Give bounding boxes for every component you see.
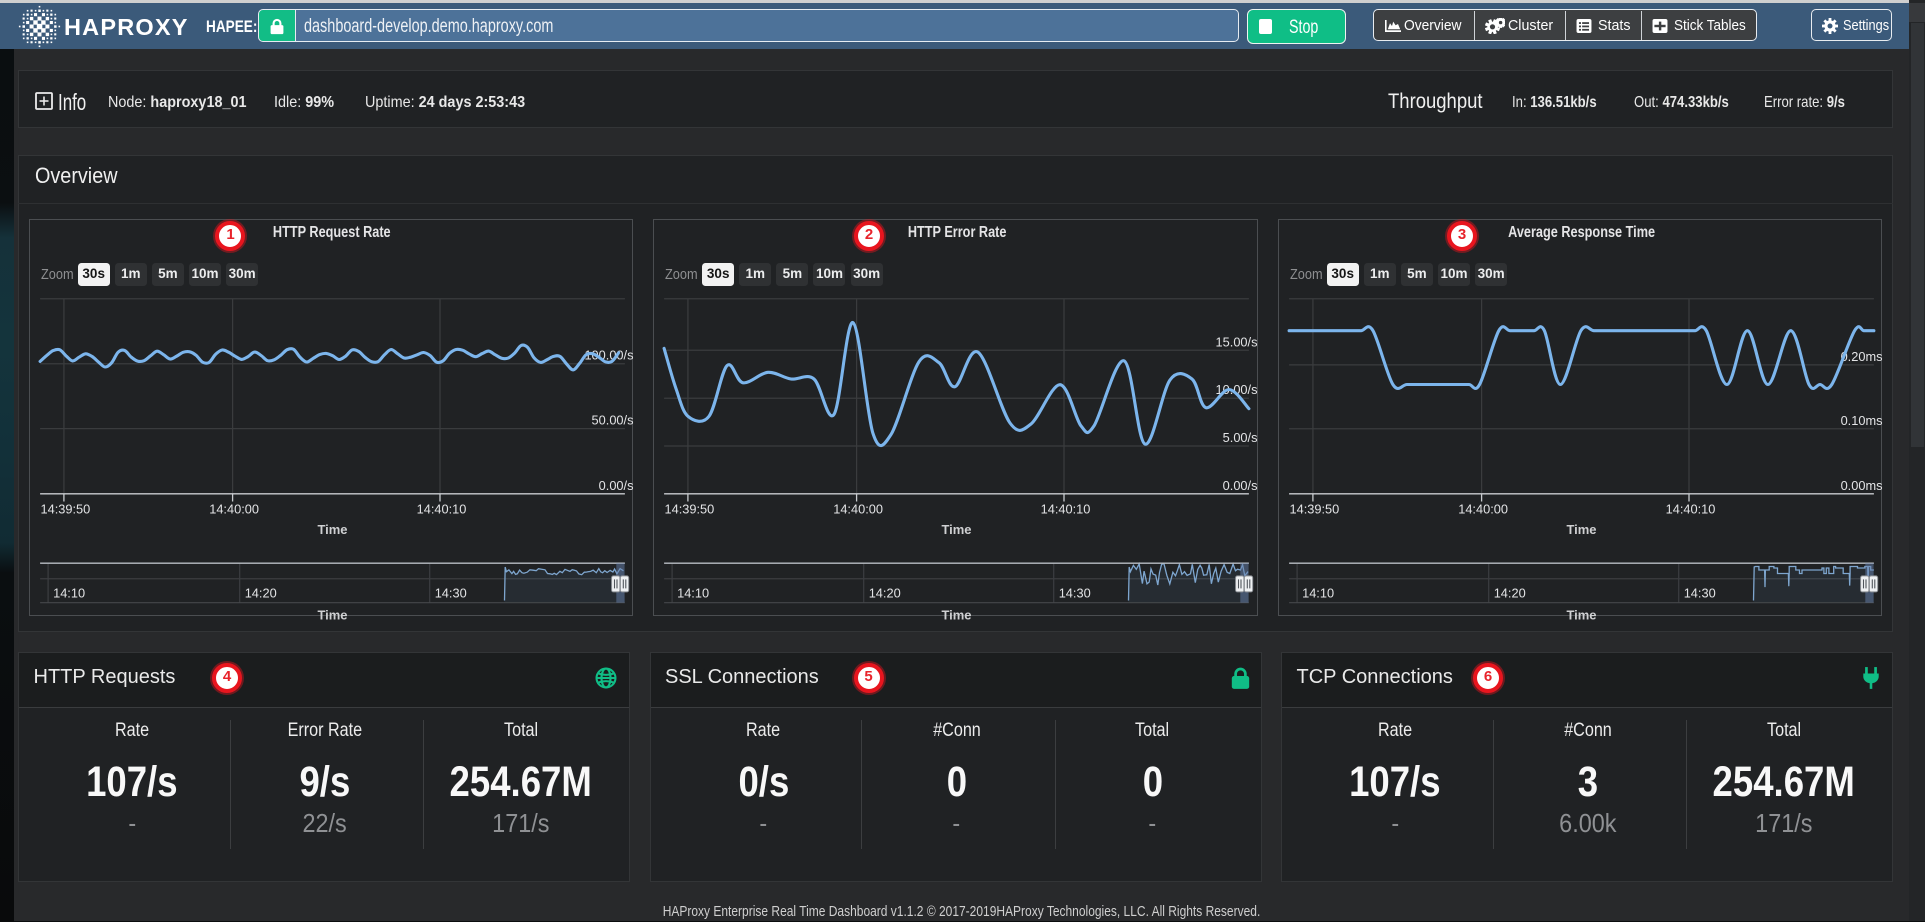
svg-text:14:10: 14:10: [53, 585, 85, 600]
svg-text:100.00/s: 100.00/s: [584, 347, 633, 362]
svg-text:14:30: 14:30: [1059, 585, 1091, 600]
svg-text:14:30: 14:30: [435, 585, 467, 600]
svg-text:14:40:00: 14:40:00: [834, 501, 884, 516]
svg-text:0.10ms: 0.10ms: [1840, 413, 1882, 428]
svg-text:50.00/s: 50.00/s: [591, 412, 633, 427]
svg-text:10.00/s: 10.00/s: [1216, 382, 1258, 397]
svg-text:Time: Time: [1566, 522, 1596, 537]
svg-text:0.20ms: 0.20ms: [1840, 349, 1882, 364]
svg-text:14:40:10: 14:40:10: [1041, 501, 1091, 516]
svg-text:Time: Time: [942, 522, 972, 537]
svg-text:14:20: 14:20: [245, 585, 277, 600]
svg-text:Time: Time: [942, 607, 972, 622]
svg-text:14:39:50: 14:39:50: [40, 501, 90, 516]
svg-text:14:40:00: 14:40:00: [1458, 501, 1508, 516]
svg-text:0.00/s: 0.00/s: [1223, 478, 1258, 493]
svg-text:14:40:10: 14:40:10: [1666, 501, 1716, 516]
svg-text:14:10: 14:10: [677, 585, 709, 600]
svg-text:14:40:10: 14:40:10: [417, 501, 467, 516]
svg-text:5.00/s: 5.00/s: [1223, 430, 1258, 445]
svg-text:15.00/s: 15.00/s: [1216, 334, 1258, 349]
svg-text:14:10: 14:10: [1302, 585, 1334, 600]
svg-text:14:40:00: 14:40:00: [209, 501, 259, 516]
svg-text:Time: Time: [1566, 607, 1596, 622]
svg-text:Time: Time: [317, 607, 347, 622]
svg-text:0.00/s: 0.00/s: [599, 478, 634, 493]
svg-text:0.00ms: 0.00ms: [1840, 478, 1882, 493]
svg-text:14:39:50: 14:39:50: [665, 501, 715, 516]
svg-text:Time: Time: [317, 522, 347, 537]
svg-text:14:39:50: 14:39:50: [1289, 501, 1339, 516]
svg-text:14:30: 14:30: [1684, 585, 1716, 600]
svg-text:14:20: 14:20: [1494, 585, 1526, 600]
svg-text:14:20: 14:20: [869, 585, 901, 600]
